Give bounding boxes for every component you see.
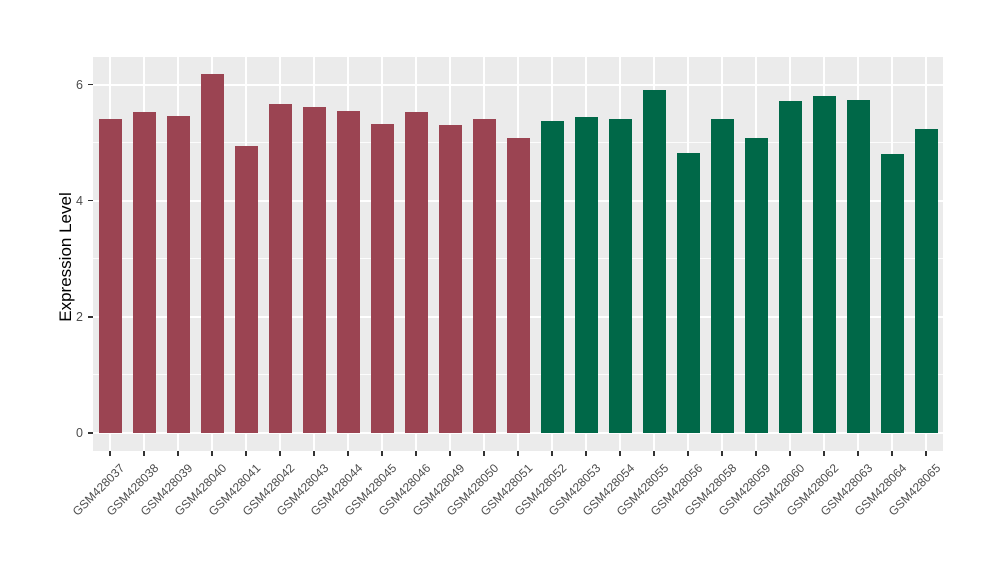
bar [132,112,156,433]
bar [846,99,870,433]
x-tick-mark [143,451,145,456]
bar [880,154,904,433]
x-tick-mark [891,451,893,456]
x-tick-mark [313,451,315,456]
bar [404,111,428,433]
x-tick-mark [551,451,553,456]
bar [200,74,224,433]
x-tick-mark [381,451,383,456]
bar [98,119,122,433]
y-tick-label: 4 [76,193,83,208]
plot-panel [93,57,943,451]
x-tick-mark [245,451,247,456]
y-tick-mark [88,432,93,434]
bar [438,125,462,433]
x-tick-mark [279,451,281,456]
x-tick-mark [925,451,927,456]
x-tick-mark [211,451,213,456]
y-axis-title: Expression Level [56,192,75,322]
bar [506,138,530,433]
bar [778,100,802,433]
bar [540,121,564,433]
bar [744,137,768,433]
x-tick-mark [789,451,791,456]
y-tick-label: 2 [76,309,83,324]
x-tick-mark [415,451,417,456]
x-tick-mark [619,451,621,456]
y-tick-mark [88,316,93,318]
bar [710,119,734,433]
x-tick-mark [177,451,179,456]
x-tick-mark [687,451,689,456]
x-tick-mark [823,451,825,456]
bar [914,128,938,433]
bar [370,123,394,433]
x-tick-mark [721,451,723,456]
x-tick-mark [585,451,587,456]
y-tick-mark [88,200,93,202]
x-tick-mark [449,451,451,456]
y-tick-mark [88,84,93,86]
bar [336,110,360,433]
x-tick-mark [109,451,111,456]
bar [302,107,326,433]
bar [676,153,700,433]
bar [812,96,836,433]
y-tick-label: 0 [76,426,83,440]
x-tick-mark [755,451,757,456]
x-tick-mark [483,451,485,456]
x-tick-mark [517,451,519,456]
y-tick-label: 6 [76,77,83,92]
bar [574,116,598,433]
x-tick-mark [653,451,655,456]
bar [268,104,292,433]
bar [234,146,258,433]
bar [472,119,496,433]
x-tick-mark [857,451,859,456]
bar [642,90,666,433]
bar [608,119,632,433]
bar [166,115,190,433]
x-tick-mark [347,451,349,456]
